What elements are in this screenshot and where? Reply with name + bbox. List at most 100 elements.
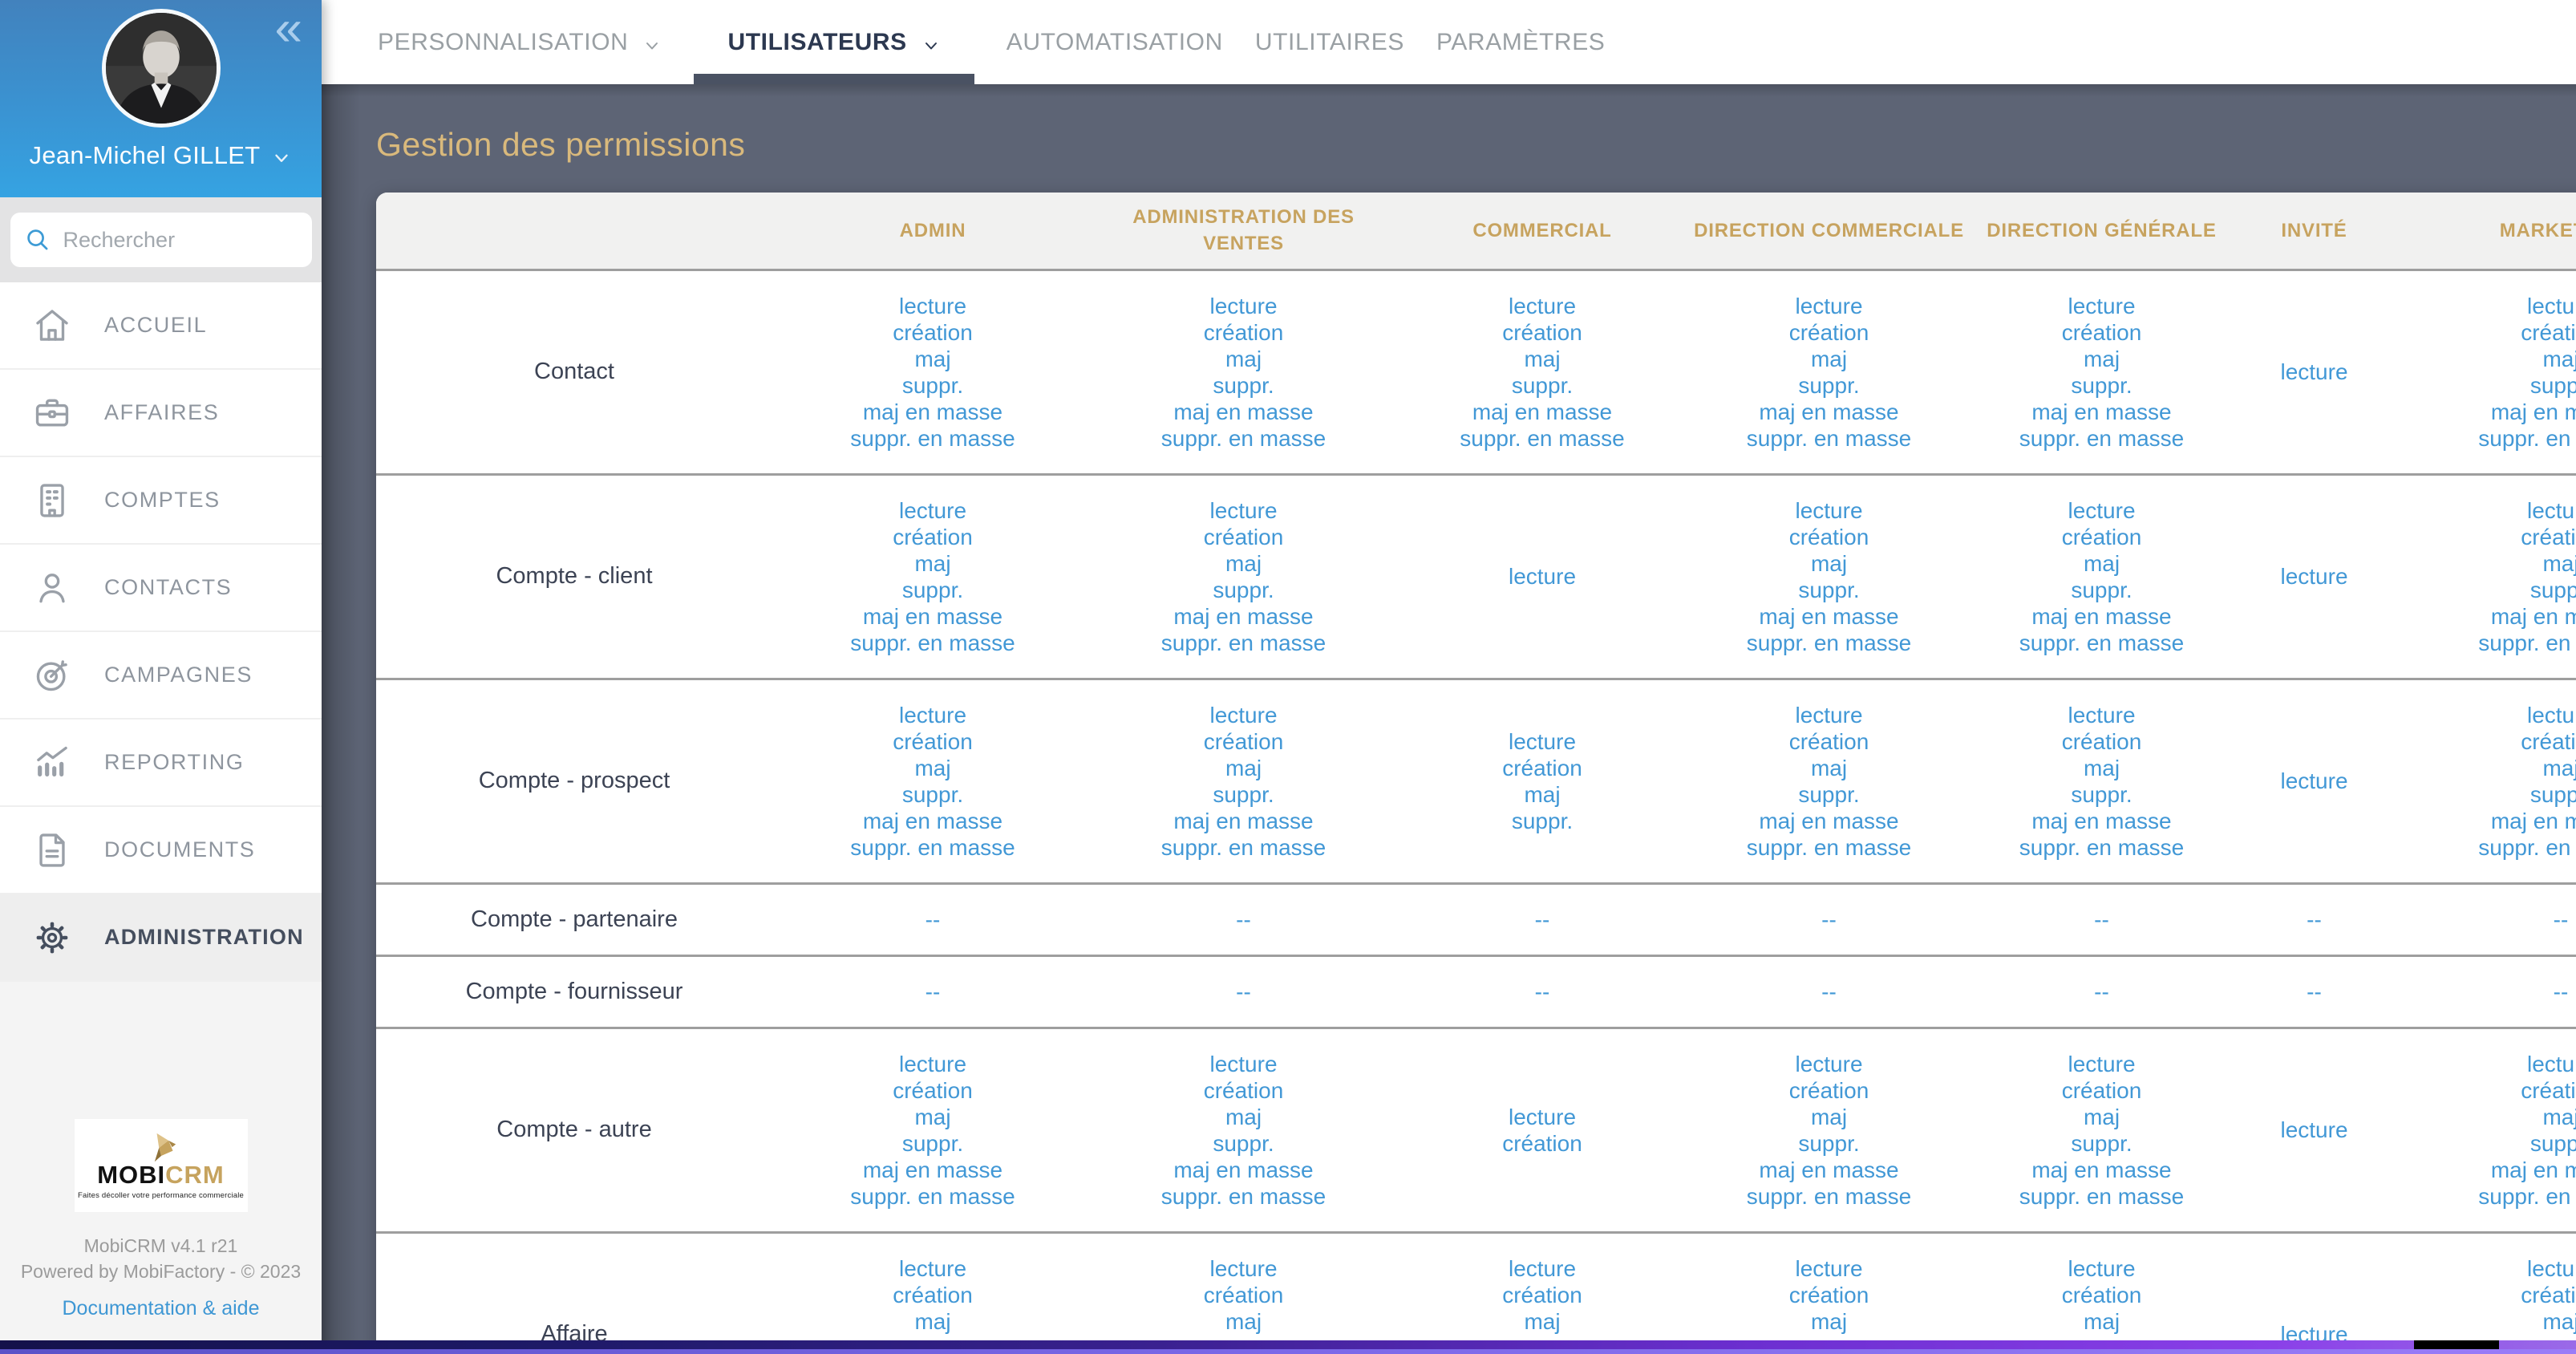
permission-link[interactable]: lecture — [1795, 702, 1863, 728]
permission-link[interactable]: création — [1788, 319, 1869, 345]
permission-link[interactable]: création — [2521, 728, 2576, 754]
permission-link[interactable]: maj en masse — [2031, 399, 2172, 424]
permission-link[interactable]: maj — [2542, 550, 2576, 576]
permission-link[interactable]: maj — [1810, 755, 1848, 780]
permission-link[interactable]: lecture — [1795, 497, 1863, 523]
permission-link[interactable]: suppr. en masse — [1160, 425, 1326, 451]
permission-link[interactable]: lecture — [2068, 497, 2136, 523]
sidebar-item-accueil[interactable]: ACCUEIL — [0, 282, 322, 370]
permission-link[interactable]: lecture — [2280, 768, 2348, 793]
permission-link[interactable]: maj — [2083, 1104, 2120, 1129]
permission-link[interactable]: création — [1788, 728, 1869, 754]
permission-link[interactable]: lecture — [2526, 293, 2576, 318]
permission-link[interactable]: suppr. — [2529, 781, 2576, 807]
permission-link[interactable]: création — [2521, 1282, 2576, 1307]
permission-link[interactable]: maj en masse — [2490, 603, 2576, 629]
permission-link[interactable]: lecture — [898, 702, 967, 728]
permission-link[interactable]: maj — [1225, 1308, 1262, 1334]
permission-link[interactable]: création — [2061, 728, 2142, 754]
tab-parametres[interactable]: PARAMÈTRES — [1436, 0, 1605, 84]
permission-link[interactable]: création — [1203, 728, 1284, 754]
permission-link[interactable]: lecture — [1209, 1051, 1278, 1076]
tab-personnalisation[interactable]: PERSONNALISATION — [378, 0, 662, 84]
permission-link[interactable]: suppr. — [901, 577, 964, 602]
permission-link[interactable]: maj en masse — [1759, 399, 1899, 424]
permission-link[interactable]: suppr. en masse — [2019, 425, 2185, 451]
permission-link[interactable]: création — [893, 728, 973, 754]
permission-link[interactable]: maj — [1524, 781, 1561, 807]
permission-link[interactable]: maj en masse — [1173, 399, 1314, 424]
permission-link[interactable]: maj — [1225, 1104, 1262, 1129]
permission-link[interactable]: suppr. — [2071, 577, 2132, 602]
sidebar-item-contacts[interactable]: CONTACTS — [0, 545, 322, 632]
permission-link[interactable]: maj — [1524, 346, 1561, 371]
permission-link[interactable]: suppr. — [901, 1130, 964, 1156]
permission-link[interactable]: maj — [1810, 550, 1848, 576]
permission-link[interactable]: maj — [914, 1104, 951, 1129]
permission-link[interactable]: suppr. en masse — [1746, 1183, 1912, 1209]
permission-link[interactable]: création — [1203, 1077, 1284, 1103]
permission-link[interactable]: lecture — [2068, 702, 2136, 728]
sidebar-item-documents[interactable]: DOCUMENTS — [0, 807, 322, 894]
permission-link[interactable]: suppr. en masse — [850, 834, 1015, 860]
sidebar-item-affaires[interactable]: AFFAIRES — [0, 370, 322, 457]
permission-link[interactable]: lecture — [898, 1051, 967, 1076]
permission-link[interactable]: suppr. — [901, 372, 964, 398]
permission-link[interactable]: maj — [2542, 1308, 2576, 1334]
permission-link[interactable]: maj en masse — [1173, 808, 1314, 833]
permission-link[interactable]: maj — [914, 346, 951, 371]
permission-link[interactable]: suppr. en masse — [1160, 630, 1326, 655]
permission-link[interactable]: création — [893, 1077, 973, 1103]
permission-link[interactable]: suppr. — [2529, 1130, 2576, 1156]
permission-link[interactable]: lecture — [898, 293, 967, 318]
permission-link[interactable]: suppr. — [1213, 372, 1274, 398]
permission-link[interactable]: lecture — [1508, 564, 1577, 589]
permission-link[interactable]: création — [2521, 319, 2576, 345]
permission-link[interactable]: suppr. en masse — [1746, 630, 1912, 655]
permission-link[interactable]: lecture — [2526, 497, 2576, 523]
permission-link[interactable]: maj — [2542, 755, 2576, 780]
permission-link[interactable]: maj — [1524, 1308, 1561, 1334]
permission-link[interactable]: suppr. en masse — [1460, 425, 1625, 451]
permission-link[interactable]: maj en masse — [1173, 1157, 1314, 1182]
permission-link[interactable]: lecture — [1508, 1104, 1577, 1129]
permission-link[interactable]: création — [893, 524, 973, 549]
permission-link[interactable]: création — [2061, 319, 2142, 345]
permission-link[interactable]: création — [1788, 524, 1869, 549]
permission-link[interactable]: suppr. — [1798, 1130, 1860, 1156]
permission-link[interactable]: suppr. en masse — [850, 425, 1015, 451]
permission-link[interactable]: maj — [914, 1308, 951, 1334]
permission-link[interactable]: lecture — [2068, 1051, 2136, 1076]
permission-link[interactable]: création — [1502, 1282, 1582, 1307]
permission-link[interactable]: lecture — [2068, 1255, 2136, 1281]
permission-link[interactable]: suppr. en masse — [2019, 834, 2185, 860]
permission-link[interactable]: suppr. — [2071, 1130, 2132, 1156]
permission-link[interactable]: création — [1788, 1282, 1869, 1307]
permission-link[interactable]: lecture — [1508, 293, 1577, 318]
permission-link[interactable]: suppr. en masse — [850, 1183, 1015, 1209]
permission-link[interactable]: création — [2061, 1077, 2142, 1103]
permission-link[interactable]: maj en masse — [2490, 808, 2576, 833]
permission-link[interactable]: maj en masse — [2490, 1157, 2576, 1182]
permission-link[interactable]: maj en masse — [1759, 1157, 1899, 1182]
permission-link[interactable]: création — [1502, 755, 1582, 780]
sidebar-item-comptes[interactable]: COMPTES — [0, 457, 322, 545]
permission-link[interactable]: maj — [2083, 1308, 2120, 1334]
permission-link[interactable]: lecture — [2526, 1051, 2576, 1076]
permission-link[interactable]: lecture — [1209, 293, 1278, 318]
permission-link[interactable]: maj en masse — [862, 399, 1003, 424]
permission-link[interactable]: maj en masse — [862, 1157, 1003, 1182]
permission-link[interactable]: lecture — [898, 497, 967, 523]
permission-link[interactable]: maj — [2542, 346, 2576, 371]
permission-link[interactable]: lecture — [1209, 702, 1278, 728]
permission-link[interactable]: maj — [914, 550, 951, 576]
permission-link[interactable]: maj en masse — [1759, 808, 1899, 833]
sidebar-item-reporting[interactable]: REPORTING — [0, 720, 322, 807]
permission-link[interactable]: lecture — [898, 1255, 967, 1281]
permission-link[interactable]: maj — [2083, 755, 2120, 780]
tab-utilisateurs[interactable]: UTILISATEURS — [694, 0, 975, 84]
permission-link[interactable]: maj en masse — [2031, 1157, 2172, 1182]
permission-link[interactable]: maj — [914, 755, 951, 780]
permission-link[interactable]: maj — [2083, 346, 2120, 371]
permission-link[interactable]: lecture — [1795, 1255, 1863, 1281]
